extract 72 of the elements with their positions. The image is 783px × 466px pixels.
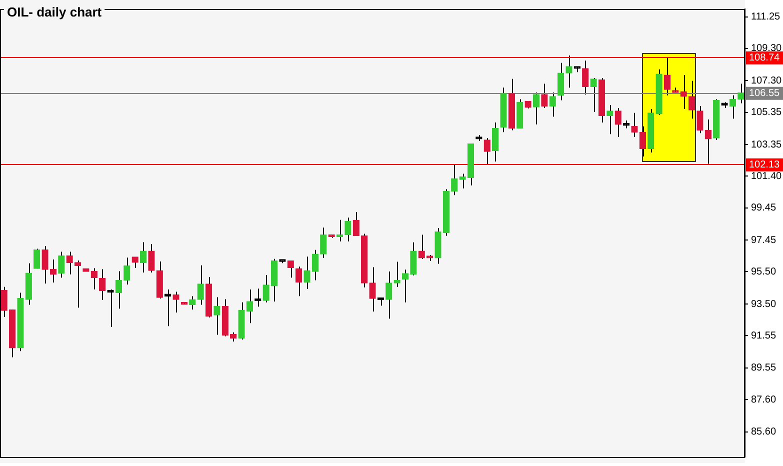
candlestick bbox=[140, 242, 147, 273]
candlestick bbox=[549, 92, 556, 118]
candlestick bbox=[614, 108, 622, 138]
candlestick bbox=[704, 119, 712, 164]
candlestick bbox=[484, 137, 490, 166]
candlestick bbox=[172, 291, 180, 313]
candlestick bbox=[582, 60, 589, 95]
candlestick bbox=[566, 54, 572, 88]
ref-line-label: 108.74 bbox=[749, 52, 780, 64]
candlestick bbox=[230, 332, 237, 342]
y-tick-label: 87.60 bbox=[751, 394, 776, 406]
y-tick-label: 91.55 bbox=[751, 330, 776, 342]
candlestick bbox=[262, 274, 270, 303]
candlestick bbox=[320, 227, 327, 258]
candlestick bbox=[352, 212, 360, 236]
candlestick bbox=[459, 173, 466, 189]
candlestick bbox=[631, 112, 638, 138]
candlestick bbox=[189, 296, 196, 310]
y-tick-label: 89.55 bbox=[751, 362, 776, 374]
candlestick bbox=[729, 94, 736, 120]
candlestick bbox=[50, 259, 57, 284]
candlestick bbox=[557, 62, 564, 101]
candlestick bbox=[304, 256, 310, 290]
candlestick bbox=[402, 269, 409, 303]
candlestick bbox=[410, 242, 417, 276]
candlestick bbox=[664, 57, 671, 96]
y-tick-label: 93.50 bbox=[751, 298, 776, 310]
candlestick bbox=[386, 271, 392, 320]
candlestick bbox=[58, 251, 65, 278]
candlestick bbox=[369, 266, 376, 312]
candlestick bbox=[344, 217, 352, 242]
candlestick bbox=[66, 251, 73, 275]
y-tick-label: 97.45 bbox=[751, 234, 776, 246]
candlestick bbox=[74, 260, 82, 308]
candlestick bbox=[394, 261, 400, 288]
candlestick bbox=[90, 268, 98, 290]
y-tick-label: 95.50 bbox=[751, 266, 776, 278]
candlestick bbox=[34, 248, 40, 270]
candlestick bbox=[287, 260, 294, 278]
ref-line-label: 102.13 bbox=[749, 160, 780, 171]
candlestick bbox=[197, 264, 204, 306]
y-tick-label: 109.30 bbox=[751, 43, 782, 54]
y-tick-label: 107.30 bbox=[751, 75, 782, 86]
chart-title: OIL- daily chart bbox=[7, 4, 102, 20]
candlestick bbox=[451, 164, 458, 196]
candlestick bbox=[639, 126, 646, 157]
candlestick bbox=[688, 80, 696, 120]
candlestick bbox=[492, 122, 499, 162]
y-tick-label: 85.60 bbox=[751, 426, 776, 438]
candlestick bbox=[246, 288, 254, 324]
candlestick bbox=[270, 258, 278, 302]
y-tick-label: 101.40 bbox=[751, 170, 782, 182]
ref-line-label: 106.55 bbox=[749, 88, 780, 100]
y-tick-label: 105.35 bbox=[751, 107, 782, 118]
candlestick bbox=[214, 296, 220, 336]
candlestick bbox=[590, 77, 597, 112]
candlestick bbox=[99, 268, 106, 300]
y-tick-label: 99.45 bbox=[751, 202, 776, 214]
candlestick bbox=[606, 104, 614, 135]
candlestick bbox=[312, 249, 319, 281]
candlestick bbox=[115, 270, 122, 310]
candlestick bbox=[295, 266, 302, 297]
candlestick bbox=[680, 74, 687, 110]
candlestick bbox=[124, 257, 130, 285]
candlestick bbox=[418, 234, 425, 260]
candlestick bbox=[532, 92, 540, 125]
candlestick bbox=[696, 106, 704, 134]
candlestick bbox=[42, 246, 48, 284]
candlestick bbox=[541, 83, 548, 109]
candlestick bbox=[148, 244, 155, 273]
y-tick-label: 111.25 bbox=[751, 12, 781, 23]
y-tick-label: 103.35 bbox=[751, 139, 782, 150]
